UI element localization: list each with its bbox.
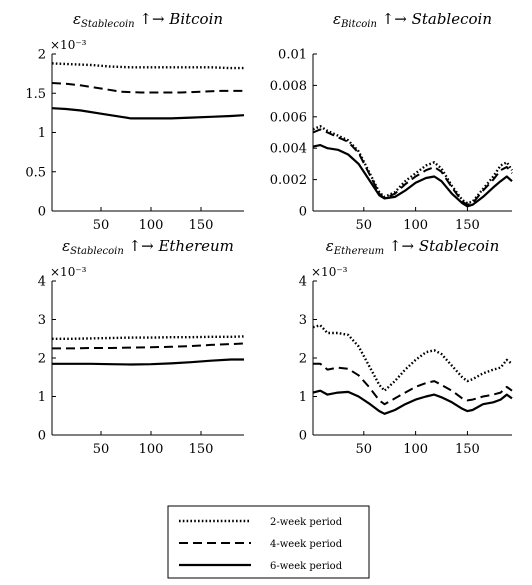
chart-title: εBitcoin ↑→ Stablecoin bbox=[333, 10, 492, 30]
x-tick-label: 50 bbox=[356, 218, 373, 233]
series-dotted-line bbox=[312, 324, 513, 392]
x-tick-label: 100 bbox=[139, 218, 164, 233]
title-arrow: ↑→ bbox=[135, 10, 170, 28]
y-tick-label: 2 bbox=[38, 352, 46, 367]
title-target: Stablecoin bbox=[412, 10, 492, 28]
series-solid-line bbox=[51, 107, 245, 120]
y-tick-label: 1 bbox=[38, 390, 46, 405]
series-dashed-line bbox=[52, 342, 245, 350]
series-solid-line bbox=[312, 389, 513, 415]
x-tick-label: 150 bbox=[189, 442, 214, 457]
title-arrow: ↑→ bbox=[124, 237, 159, 255]
series-solid-line bbox=[312, 144, 513, 208]
title-subscript: Ethereum bbox=[333, 246, 384, 257]
y-tick-label: 1 bbox=[38, 126, 46, 141]
series-dashed-line bbox=[313, 362, 513, 406]
series-dashed-line bbox=[51, 82, 244, 94]
y-tick-label: 3 bbox=[299, 313, 307, 328]
y-scale-label: ×10⁻³ bbox=[50, 38, 87, 52]
chart-panel-4: εEthereum ↑→ Stablecoin ×10⁻³ 0 1 2 3 4 50 100 15… bbox=[299, 237, 513, 457]
title-target: Stablecoin bbox=[419, 237, 499, 255]
y-tick-label: 2 bbox=[38, 48, 46, 63]
x-tick-label: 50 bbox=[356, 442, 373, 457]
x-tick-label: 50 bbox=[93, 442, 110, 457]
y-tick-label: 1.5 bbox=[25, 87, 46, 102]
title-arrow: ↑→ bbox=[384, 237, 419, 255]
x-tick-label: 150 bbox=[455, 442, 480, 457]
chart-panel-1: εStablecoin ↑→ Bitcoin ×10⁻³ 0 0.5 1 1.5 2 50 10… bbox=[25, 10, 245, 233]
y-tick-label: 2 bbox=[299, 352, 307, 367]
x-tick-label: 100 bbox=[139, 442, 164, 457]
title-symbol: ε bbox=[326, 237, 334, 255]
y-tick-label: 4 bbox=[38, 275, 46, 290]
y-tick-label: 0.5 bbox=[25, 165, 46, 180]
y-tick-label: 4 bbox=[299, 275, 307, 290]
title-subscript: Bitcoin bbox=[340, 19, 377, 30]
legend-label: 6-week period bbox=[270, 561, 343, 572]
chart-title: εStablecoin ↑→ Ethereum bbox=[62, 237, 234, 257]
x-tick-label: 150 bbox=[189, 218, 214, 233]
title-target: Ethereum bbox=[157, 237, 233, 255]
title-symbol: ε bbox=[62, 237, 70, 255]
chart-title: εEthereum ↑→ Stablecoin bbox=[326, 237, 499, 257]
x-tick-label: 100 bbox=[403, 218, 428, 233]
series-dashed-line bbox=[312, 128, 513, 206]
series-solid-line bbox=[52, 358, 244, 366]
title-symbol: ε bbox=[73, 10, 81, 28]
x-tick-label: 50 bbox=[93, 218, 110, 233]
y-tick-label: 0 bbox=[299, 429, 307, 444]
y-tick-label: 0 bbox=[38, 429, 46, 444]
y-scale-label: ×10⁻³ bbox=[50, 265, 87, 279]
legend-label: 4-week period bbox=[270, 539, 343, 550]
title-subscript: Stablecoin bbox=[70, 246, 124, 257]
series-dotted-line bbox=[51, 62, 244, 70]
title-target: Bitcoin bbox=[168, 10, 223, 28]
title-arrow: ↑→ bbox=[377, 10, 412, 28]
legend-label: 2-week period bbox=[270, 517, 343, 528]
title-symbol: ε bbox=[333, 10, 341, 28]
y-tick-label: 3 bbox=[38, 313, 46, 328]
y-tick-label: 0.002 bbox=[270, 173, 307, 188]
chart-panel-3: εStablecoin ↑→ Ethereum ×10⁻³ 0 1 2 3 4 50 100 15… bbox=[38, 237, 245, 457]
chart-title: εStablecoin ↑→ Bitcoin bbox=[73, 10, 223, 30]
legend: 2-week period 4-week period 6-week period bbox=[167, 505, 370, 579]
series-dotted-line bbox=[52, 335, 245, 340]
y-tick-label: 1 bbox=[299, 390, 307, 405]
chart-panel-2: εBitcoin ↑→ Stablecoin 0 0.002 0.004 0.006 0.… bbox=[270, 10, 514, 233]
y-tick-label: 0.01 bbox=[278, 48, 307, 63]
x-tick-label: 100 bbox=[403, 442, 428, 457]
title-subscript: Stablecoin bbox=[81, 19, 135, 30]
y-tick-label: 0.006 bbox=[270, 110, 307, 125]
y-tick-label: 0.004 bbox=[270, 142, 307, 157]
y-tick-label: 0.008 bbox=[270, 79, 307, 94]
x-tick-label: 150 bbox=[455, 218, 480, 233]
y-tick-label: 0 bbox=[299, 205, 307, 220]
series-dotted-line bbox=[312, 125, 514, 205]
y-scale-label: ×10⁻³ bbox=[311, 265, 348, 279]
y-tick-label: 0 bbox=[38, 205, 46, 220]
